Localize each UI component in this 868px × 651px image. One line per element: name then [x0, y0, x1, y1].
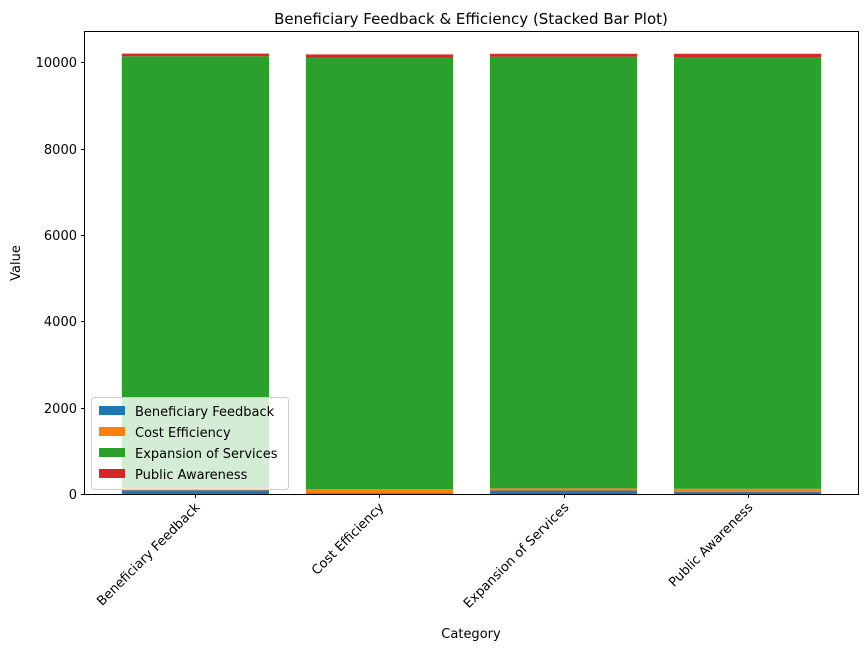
y-axis: 0 2000 4000 6000 8000 10000 [36, 56, 85, 503]
bar-expansion-of-services-beneficiary-feedback [489, 490, 638, 494]
bar-expansion-of-services-cost-efficiency [489, 488, 638, 491]
x-tick-label: Cost Efficiency [309, 500, 387, 578]
x-tick-label: Expansion of Services [461, 500, 573, 612]
bar-public-awareness-cost-efficiency [673, 488, 822, 493]
legend-label-beneficiary-feedback: Beneficiary Feedback [135, 405, 275, 420]
bar-cost-efficiency-public-awareness [305, 54, 454, 58]
bar-public-awareness-public-awareness [673, 53, 822, 58]
y-tick-label: 6000 [44, 229, 77, 244]
bars-layer [121, 53, 822, 494]
x-axis-label: Category [441, 627, 501, 642]
y-tick-label: 10000 [36, 56, 77, 71]
legend-swatch-expansion-of-services [99, 448, 125, 457]
bar-public-awareness-expansion-of-services [673, 57, 822, 489]
legend: Beneficiary Feedback Cost Efficiency Expan… [91, 397, 289, 490]
y-tick-label: 8000 [44, 143, 77, 158]
y-tick-label: 0 [69, 488, 77, 503]
plot-frame [84, 31, 859, 495]
legend-label-cost-efficiency: Cost Efficiency [135, 426, 231, 441]
chart-title: Beneficiary Feedback & Efficiency (Stack… [274, 10, 668, 28]
y-tick-label: 4000 [44, 315, 77, 330]
legend-frame [91, 397, 289, 490]
legend-label-expansion-of-services: Expansion of Services [135, 447, 278, 462]
bar-expansion-of-services-public-awareness [489, 53, 638, 57]
legend-swatch-beneficiary-feedback [99, 406, 125, 415]
x-tick-label: Public Awareness [666, 500, 756, 590]
legend-swatch-public-awareness [99, 469, 125, 478]
x-axis: Beneficiary Feedback Cost Efficiency Expan… [94, 494, 756, 612]
y-tick-label: 2000 [44, 402, 77, 417]
legend-label-public-awareness: Public Awareness [135, 468, 248, 483]
bar-public-awareness-beneficiary-feedback [673, 492, 822, 494]
bar-cost-efficiency-beneficiary-feedback [305, 493, 454, 494]
x-tick-label: Beneficiary Feedback [94, 500, 203, 609]
bar-expansion-of-services-expansion-of-services [489, 56, 638, 489]
bar-cost-efficiency-expansion-of-services [305, 57, 454, 490]
bar-beneficiary-feedback-beneficiary-feedback [121, 490, 270, 494]
bar-cost-efficiency-cost-efficiency [305, 489, 454, 494]
y-axis-label: Value [9, 245, 24, 281]
legend-swatch-cost-efficiency [99, 427, 125, 436]
bar-beneficiary-feedback-public-awareness [121, 53, 270, 57]
